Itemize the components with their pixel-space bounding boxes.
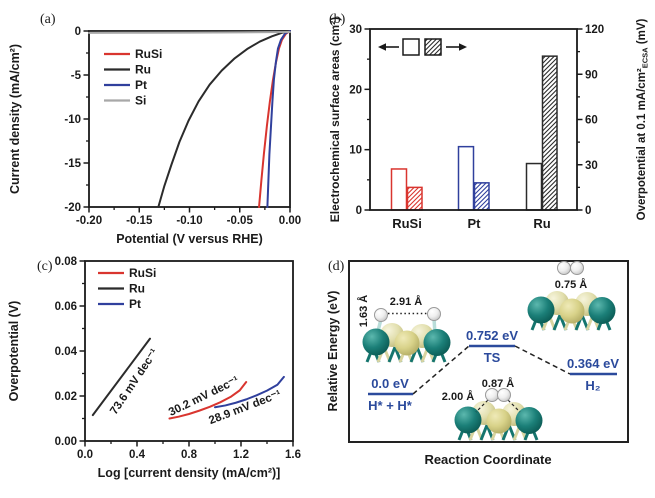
- svg-text:TS: TS: [484, 350, 501, 365]
- panel-label-d: (d): [328, 259, 345, 274]
- svg-text:0.752 eV: 0.752 eV: [466, 328, 518, 343]
- svg-text:1.63 Å: 1.63 Å: [357, 295, 370, 327]
- svg-text:0: 0: [585, 205, 591, 217]
- svg-text:H₂: H₂: [585, 378, 600, 393]
- svg-text:Pt: Pt: [129, 297, 141, 311]
- svg-text:H* + H*: H* + H*: [368, 398, 413, 413]
- svg-text:Potential (V versus RHE): Potential (V versus RHE): [116, 232, 263, 246]
- svg-text:20: 20: [349, 84, 362, 96]
- svg-text:-10: -10: [64, 114, 81, 126]
- panel-label-b: (b): [329, 12, 346, 27]
- svg-text:0.0: 0.0: [77, 449, 93, 461]
- panel-c-tafel-plot-chart: 0.0 0.4 0.8 1.2 1.6 0.00 0.02 0.04 0.06 0.08 Log […: [7, 256, 301, 480]
- svg-text:0.06: 0.06: [55, 301, 77, 313]
- svg-text:Ru: Ru: [135, 63, 151, 77]
- svg-text:0: 0: [75, 26, 81, 38]
- svg-text:0.02: 0.02: [55, 391, 77, 403]
- svg-text:Electrochemical surface areas: Electrochemical surface areas (cm²): [328, 17, 342, 222]
- svg-text:0.0 eV: 0.0 eV: [371, 376, 409, 391]
- svg-text:Ru: Ru: [129, 282, 145, 296]
- svg-text:Overpotential (V): Overpotential (V): [7, 301, 21, 402]
- svg-text:Relative Energy (eV): Relative Energy (eV): [327, 291, 340, 412]
- svg-text:Pt: Pt: [468, 216, 482, 231]
- panel-a-polarization-curves-chart: -0.20 -0.15 -0.10 -0.05 0.00 0 -5 -10 -15 -20 Pote…: [8, 26, 301, 246]
- svg-text:Log [current density (mA/cm²)]: Log [current density (mA/cm²)]: [98, 466, 281, 480]
- svg-text:60: 60: [585, 115, 598, 127]
- svg-text:-0.20: -0.20: [76, 215, 102, 227]
- panel-b-ecsa-overpotential-bar-chart: 0 10 20 30 0 30 60 90 120 RuSi Pt Ru Electrochemical…: [328, 17, 650, 231]
- svg-text:30: 30: [349, 24, 362, 36]
- svg-text:RuSi: RuSi: [392, 216, 422, 231]
- svg-text:RuSi: RuSi: [129, 266, 156, 280]
- svg-text:0.75 Å: 0.75 Å: [555, 278, 587, 291]
- svg-text:0.4: 0.4: [129, 449, 146, 461]
- svg-text:0.8: 0.8: [181, 449, 198, 461]
- svg-text:73.6 mV dec⁻¹: 73.6 mV dec⁻¹: [108, 347, 161, 417]
- svg-text:120: 120: [585, 24, 604, 36]
- svg-text:-0.05: -0.05: [227, 215, 254, 227]
- svg-text:RuSi: RuSi: [135, 47, 162, 61]
- svg-text:Reaction Coordinate: Reaction Coordinate: [424, 452, 551, 467]
- svg-text:Si: Si: [135, 94, 146, 108]
- svg-text:Current density (mA/cm²): Current density (mA/cm²): [8, 44, 22, 194]
- svg-text:0.364 eV: 0.364 eV: [567, 356, 619, 371]
- svg-text:Overpotential at 0.1 mA/cm²ECS: Overpotential at 0.1 mA/cm²ECSA (mV): [636, 18, 650, 220]
- svg-text:-15: -15: [64, 158, 81, 170]
- svg-text:0.00: 0.00: [279, 215, 301, 227]
- svg-text:0.04: 0.04: [55, 346, 78, 358]
- svg-text:Ru: Ru: [533, 216, 550, 231]
- svg-text:90: 90: [585, 69, 598, 81]
- svg-text:2.91 Å: 2.91 Å: [390, 295, 422, 308]
- svg-text:0.87 Å: 0.87 Å: [482, 377, 514, 390]
- panel-label-a: (a): [40, 12, 56, 27]
- svg-text:Pt: Pt: [135, 78, 147, 92]
- svg-text:0.00: 0.00: [55, 436, 77, 448]
- svg-text:1.2: 1.2: [233, 449, 249, 461]
- svg-text:-5: -5: [71, 70, 82, 82]
- panel-label-c: (c): [37, 259, 53, 274]
- svg-text:-20: -20: [64, 202, 81, 214]
- svg-text:30: 30: [585, 160, 598, 172]
- svg-text:1.6: 1.6: [285, 449, 301, 461]
- svg-text:-0.10: -0.10: [176, 215, 202, 227]
- svg-text:2.00 Å: 2.00 Å: [442, 390, 474, 403]
- svg-text:0: 0: [356, 205, 362, 217]
- svg-text:0.08: 0.08: [55, 256, 78, 268]
- panel-d-energy-diagram: 0.0 eV H* + H* 0.752 eV TS 0.364 eV H₂ 1.63 Å 2…: [327, 260, 629, 467]
- svg-text:10: 10: [349, 145, 362, 157]
- svg-text:-0.15: -0.15: [126, 215, 153, 227]
